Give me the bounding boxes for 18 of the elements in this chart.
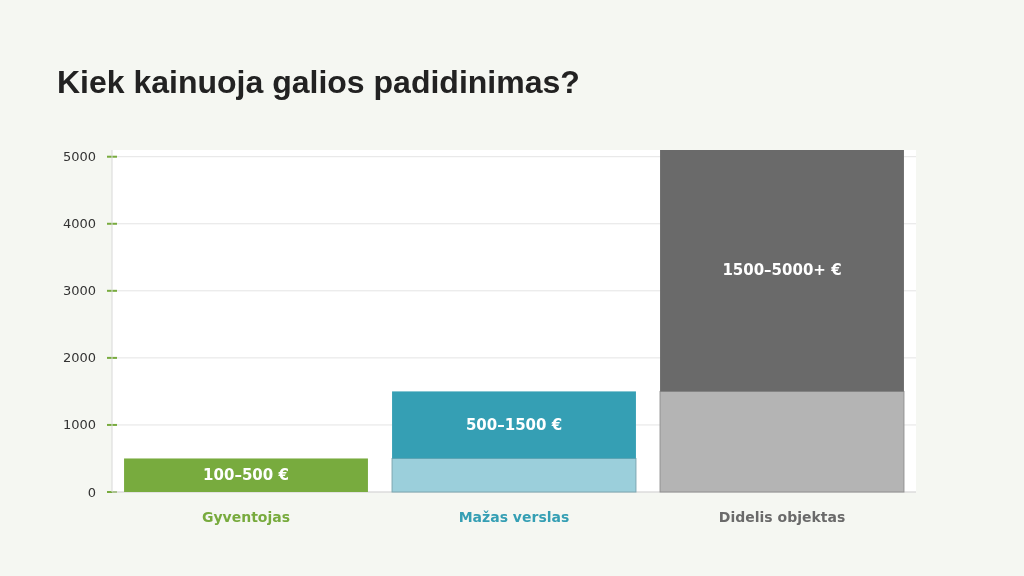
bar bbox=[660, 150, 904, 392]
x-tick-label: Mažas verslas bbox=[458, 508, 570, 525]
data-label: 1500–5000+ € bbox=[722, 261, 842, 280]
x-tick-label: Gyventojas bbox=[201, 508, 291, 525]
y-tick-label: 2000 bbox=[62, 350, 96, 366]
bar bbox=[391, 457, 637, 493]
bar bbox=[392, 391, 636, 459]
chart-title: Kiek kainuoja galios padidinimas? bbox=[57, 64, 580, 101]
y-tick-label: 1000 bbox=[62, 417, 96, 433]
y-tick-label: 4000 bbox=[62, 216, 96, 232]
data-label: 100–500 € bbox=[203, 466, 289, 485]
bar bbox=[124, 458, 368, 492]
y-tick-label: 3000 bbox=[62, 283, 96, 299]
data-label: 500–1500 € bbox=[465, 416, 563, 435]
x-tick-label: Didelis objektas bbox=[718, 508, 846, 525]
bar bbox=[659, 390, 905, 493]
y-tick-label: 0 bbox=[87, 484, 96, 500]
y-tick-label: 5000 bbox=[62, 149, 96, 165]
